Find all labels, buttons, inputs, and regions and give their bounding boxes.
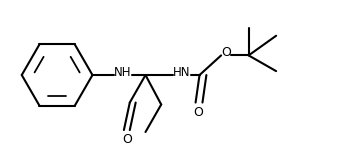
Text: HN: HN [173,66,191,79]
Text: O: O [122,133,132,146]
Text: O: O [194,106,203,119]
Text: O: O [221,46,231,59]
Text: NH: NH [114,66,132,79]
